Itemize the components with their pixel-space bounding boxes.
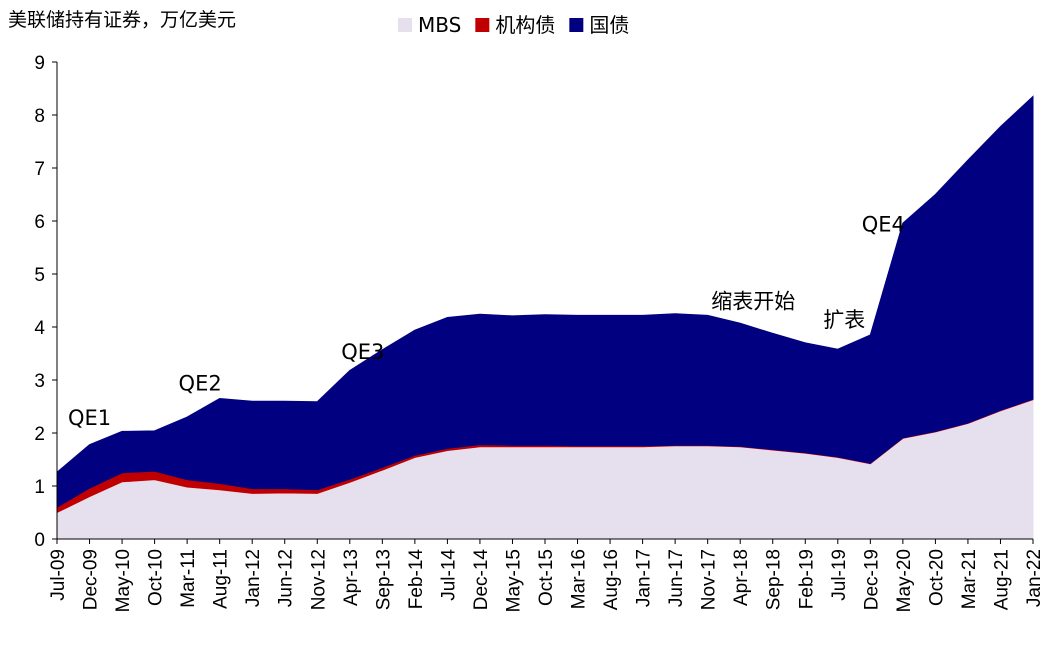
x-tick-label: Jun-12 [276, 549, 297, 607]
x-tick-label: May-15 [503, 549, 524, 612]
x-tick-label: Oct-20 [926, 549, 947, 606]
x-tick-label: Sep-18 [764, 549, 785, 610]
x-tick-label: Jan-22 [1024, 549, 1045, 607]
x-tick-label: Mar-11 [178, 549, 199, 608]
x-tick-label: Dec-09 [81, 549, 102, 610]
legend-swatch-1 [475, 18, 490, 32]
x-tick-label: May-20 [894, 549, 915, 612]
legend-label-0: MBS [418, 13, 461, 37]
y-tick-label: 1 [34, 477, 45, 498]
x-tick-label: May-10 [113, 549, 134, 612]
x-tick-label: Nov-12 [308, 549, 329, 610]
x-tick-label: Jul-19 [829, 549, 850, 601]
x-tick-label: Aug-11 [211, 549, 232, 609]
x-tick-label: Oct-15 [536, 549, 557, 606]
legend: MBS 机构债 国债 [398, 13, 629, 37]
x-tick-label: Dec-19 [861, 549, 882, 610]
x-tick-label: Aug-21 [991, 549, 1012, 610]
y-tick-label: 2 [34, 424, 45, 445]
plot-areas [56, 95, 1034, 540]
x-tick-label: Jan-17 [634, 549, 655, 607]
y-tick-label: 9 [34, 53, 45, 74]
annotation-5: QE4 [862, 213, 905, 237]
legend-label-2: 国债 [589, 13, 629, 37]
y-tick-label: 7 [34, 159, 45, 180]
y-axis-title: 美联储持有证券，万亿美元 [8, 9, 236, 31]
annotation-2: QE3 [341, 340, 384, 364]
x-tick-label: Sep-13 [373, 549, 394, 610]
x-tick-label: Feb-14 [406, 549, 427, 610]
annotation-0: QE1 [68, 406, 111, 430]
x-tick-label: Jul-14 [438, 549, 459, 601]
y-tick-label: 8 [34, 106, 45, 127]
annotation-4: 扩表 [823, 308, 865, 332]
legend-swatch-2 [569, 18, 584, 32]
x-tick-label: Apr-13 [341, 549, 362, 606]
x-tick-label: Jun-17 [666, 549, 687, 607]
area-series-2 [56, 95, 1034, 509]
x-tick-label: Nov-17 [699, 549, 720, 610]
x-tick-label: Apr-18 [731, 549, 752, 606]
y-tick-label: 3 [34, 371, 45, 392]
y-tick-label: 4 [34, 318, 45, 339]
x-tick-label: Jul-09 [48, 549, 69, 601]
x-tick-label: Dec-14 [471, 549, 492, 611]
annotation-3: 缩表开始 [711, 289, 795, 313]
y-tick-label: 6 [34, 212, 45, 233]
x-tick-label: Aug-16 [601, 549, 622, 610]
x-tick-label: Feb-19 [796, 549, 817, 609]
legend-swatch-0 [398, 18, 412, 32]
x-tick-label: Mar-21 [959, 549, 980, 609]
legend-label-1: 机构债 [495, 13, 555, 37]
x-tick-label: Jan-12 [243, 549, 264, 607]
axes: 0 1 2 3 4 5 6 7 8 9 Jul-09 Dec-09 May-10 Oct-10 Mar-11… [34, 53, 1045, 612]
y-tick-label: 0 [34, 530, 45, 551]
y-tick-label: 5 [34, 265, 45, 286]
annotation-1: QE2 [179, 372, 222, 396]
x-tick-label: Mar-16 [569, 549, 590, 609]
x-tick-label: Oct-10 [146, 549, 167, 606]
